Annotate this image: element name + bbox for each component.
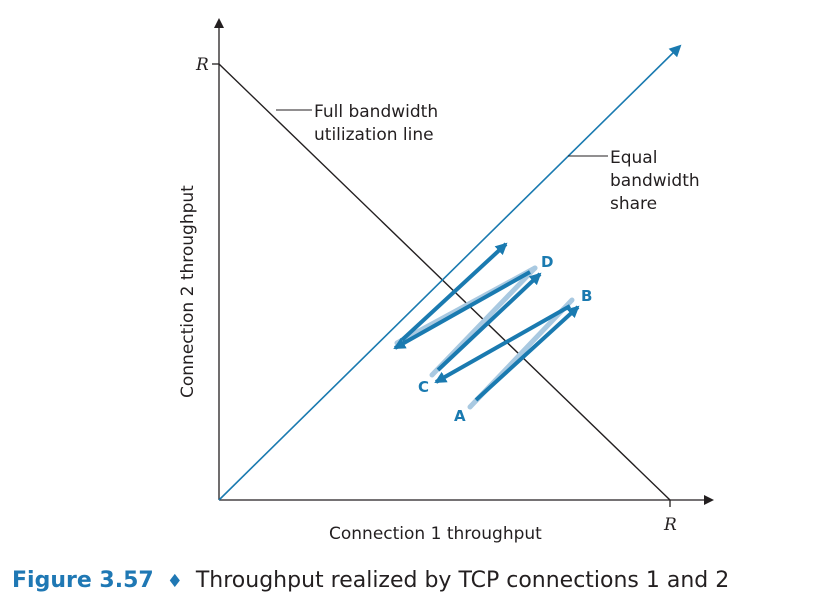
figure-caption: Figure 3.57 ♦ Throughput realized by TCP…: [12, 568, 729, 593]
point-d-label: D: [541, 253, 553, 271]
y-max-label: R: [195, 55, 209, 75]
point-c-label: C: [418, 378, 429, 396]
x-axis-label: Connection 1 throughput: [329, 524, 542, 544]
arrow-b-to-c: [434, 304, 571, 384]
full-bandwidth-line: [218, 63, 671, 501]
point-b-label: B: [581, 287, 592, 305]
caption-text: Throughput realized by TCP connections 1…: [195, 568, 730, 593]
arrow-c-to-d: [436, 272, 542, 372]
full-bandwidth-label-2: utilization line: [314, 125, 434, 145]
figure-number: Figure 3.57: [12, 568, 154, 593]
full-bandwidth-label-1: Full bandwidth: [314, 102, 438, 122]
point-a-label: A: [454, 407, 466, 425]
arrow-d-to-e: [393, 270, 531, 350]
equal-share-label-3: share: [610, 194, 657, 214]
arrow-e-up: [400, 242, 508, 342]
arrow-a-to-b: [474, 305, 580, 402]
equal-share-label-2: bandwidth: [610, 171, 700, 191]
y-axis-label: Connection 2 throughput: [178, 185, 198, 398]
caption-separator: ♦: [166, 571, 183, 592]
x-max-label: R: [663, 515, 677, 535]
equal-share-line: [218, 44, 682, 501]
tcp-fairness-diagram: R R Full bandwidth utilization line Equa…: [178, 18, 714, 544]
equal-share-label-1: Equal: [610, 148, 657, 168]
